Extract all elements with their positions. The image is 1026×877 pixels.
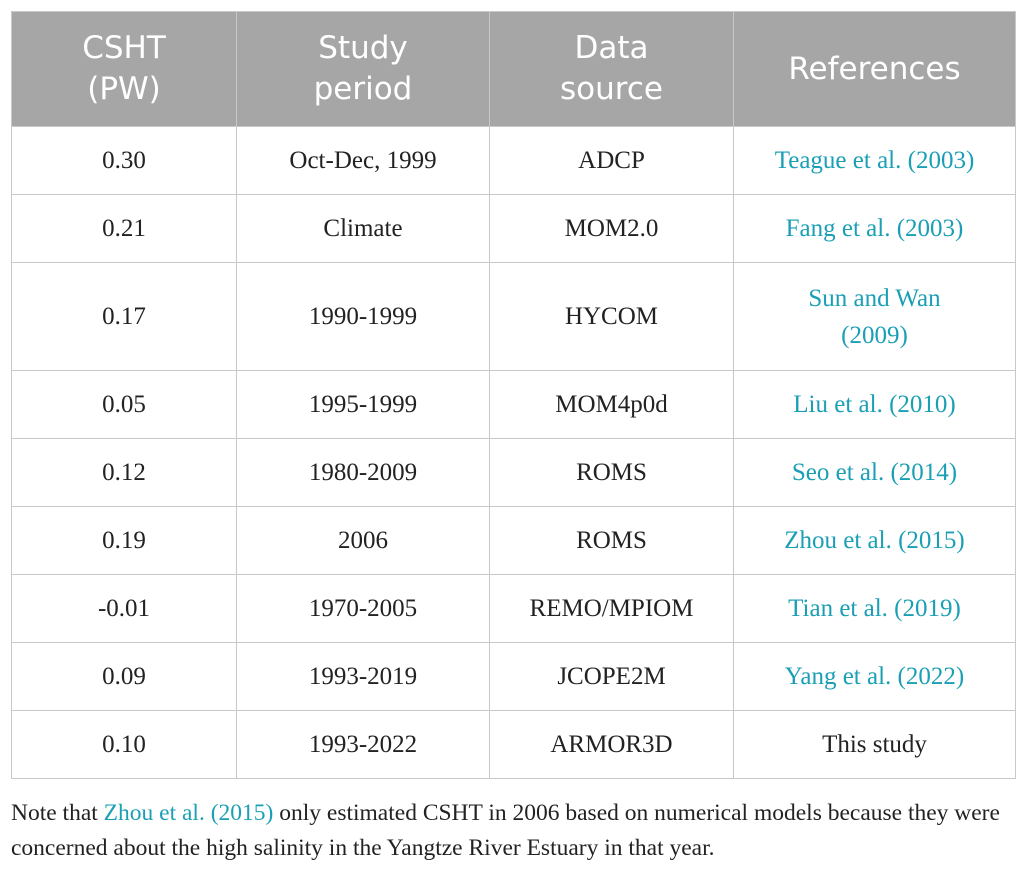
table-cell: ADCP bbox=[489, 126, 734, 195]
reference-link[interactable]: Yang et al. (2022) bbox=[784, 663, 965, 690]
table-cell: 0.30 bbox=[11, 126, 237, 195]
note-text: only estimated CSHT in 2006 based on num… bbox=[11, 800, 1000, 861]
header-cell: CSHT (PW) bbox=[11, 11, 237, 127]
table-note: Note that Zhou et al. (2015) only estima… bbox=[11, 796, 1021, 866]
table-cell: Tian et al. (2019) bbox=[733, 574, 1016, 643]
table-cell: 1993-2019 bbox=[236, 642, 490, 711]
table-cell: 1993-2022 bbox=[236, 710, 490, 779]
table-cell: Oct-Dec, 1999 bbox=[236, 126, 490, 195]
reference-link[interactable]: Seo et al. (2014) bbox=[791, 459, 958, 486]
header-cell: Data source bbox=[489, 11, 734, 127]
table-cell: Climate bbox=[236, 194, 490, 263]
table-cell: ROMS bbox=[489, 438, 734, 507]
table-cell: 2006 bbox=[236, 506, 490, 575]
header-row: CSHT (PW) Study period Data source Referenc… bbox=[11, 11, 1016, 127]
note-text: Note that bbox=[11, 800, 104, 826]
table-cell: Seo et al. (2014) bbox=[733, 438, 1016, 507]
table-cell: 0.17 bbox=[11, 262, 237, 371]
table-row: 0.19 2006 ROMS Zhou et al. (2015) bbox=[11, 506, 1016, 575]
table-row: 0.17 1990-1999 HYCOM Sun and Wan (2009) bbox=[11, 262, 1016, 371]
table-cell: Teague et al. (2003) bbox=[733, 126, 1016, 195]
table-cell: REMO/MPIOM bbox=[489, 574, 734, 643]
header-cell: Study period bbox=[236, 11, 490, 127]
table-cell: 1990-1999 bbox=[236, 262, 490, 371]
table-cell: 0.10 bbox=[11, 710, 237, 779]
header-text: Study period bbox=[313, 30, 413, 107]
table-cell: -0.01 bbox=[11, 574, 237, 643]
table-cell: 1970-2005 bbox=[236, 574, 490, 643]
table-row: 0.09 1993-2019 JCOPE2M Yang et al. (2022) bbox=[11, 642, 1016, 711]
table-cell: 0.19 bbox=[11, 506, 237, 575]
table-cell: 0.05 bbox=[11, 370, 237, 439]
table-body: 0.30 Oct-Dec, 1999 ADCP Teague et al. (2003… bbox=[11, 126, 1016, 779]
table-row: 0.12 1980-2009 ROMS Seo et al. (2014) bbox=[11, 438, 1016, 507]
table-cell: This study bbox=[733, 710, 1016, 779]
table-cell: ROMS bbox=[489, 506, 734, 575]
table-row: 0.05 1995-1999 MOM4p0d Liu et al. (2010) bbox=[11, 370, 1016, 439]
table-cell: JCOPE2M bbox=[489, 642, 734, 711]
table-container: CSHT (PW) Study period Data source Referenc… bbox=[11, 11, 1016, 779]
reference-link[interactable]: Liu et al. (2010) bbox=[793, 391, 956, 418]
table-cell: Yang et al. (2022) bbox=[733, 642, 1016, 711]
table-cell: HYCOM bbox=[489, 262, 734, 371]
table-cell: Zhou et al. (2015) bbox=[733, 506, 1016, 575]
header-cell: References bbox=[733, 11, 1016, 127]
header-text: Data source bbox=[560, 30, 663, 107]
table-cell: 0.09 bbox=[11, 642, 237, 711]
note-link[interactable]: Zhou et al. (2015) bbox=[103, 800, 274, 826]
table-cell: MOM4p0d bbox=[489, 370, 734, 439]
table-cell: MOM2.0 bbox=[489, 194, 734, 263]
table: CSHT (PW) Study period Data source Referenc… bbox=[11, 11, 1016, 779]
table-cell: Sun and Wan (2009) bbox=[733, 262, 1016, 371]
table-cell: 0.12 bbox=[11, 438, 237, 507]
table-row: 0.21 Climate MOM2.0 Fang et al. (2003) bbox=[11, 194, 1016, 263]
table-cell: 1995-1999 bbox=[236, 370, 490, 439]
table-row: -0.01 1970-2005 REMO/MPIOM Tian et al. (201… bbox=[11, 574, 1016, 643]
table-cell: ARMOR3D bbox=[489, 710, 734, 779]
reference-link[interactable]: Teague et al. (2003) bbox=[774, 147, 975, 174]
table-cell: Fang et al. (2003) bbox=[733, 194, 1016, 263]
reference-link[interactable]: Sun and Wan (2009) bbox=[808, 284, 941, 349]
reference-link[interactable]: Zhou et al. (2015) bbox=[784, 527, 965, 554]
reference-link[interactable]: Fang et al. (2003) bbox=[785, 215, 964, 242]
table-cell: 1980-2009 bbox=[236, 438, 490, 507]
table-row: 0.10 1993-2022 ARMOR3D This study bbox=[11, 710, 1016, 779]
table-row: 0.30 Oct-Dec, 1999 ADCP Teague et al. (2003… bbox=[11, 126, 1016, 195]
table-cell: 0.21 bbox=[11, 194, 237, 263]
reference-link[interactable]: Tian et al. (2019) bbox=[788, 595, 961, 622]
header-text: References bbox=[788, 50, 961, 87]
header-text: CSHT (PW) bbox=[82, 30, 166, 107]
table-cell: Liu et al. (2010) bbox=[733, 370, 1016, 439]
